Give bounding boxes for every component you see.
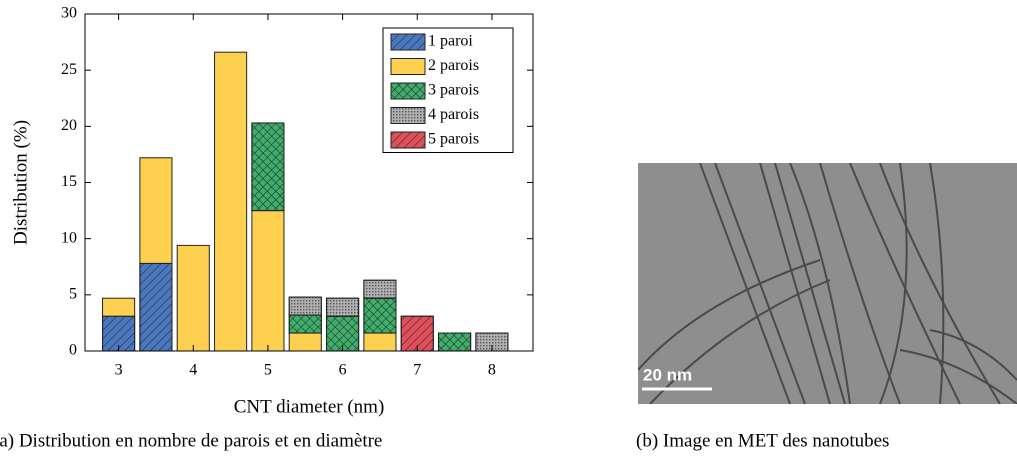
legend-label: 2 parois (428, 57, 479, 74)
bar-hatch (363, 297, 397, 334)
y-tick-label: 5 (69, 286, 77, 303)
bar (139, 157, 173, 264)
legend-swatch (390, 58, 426, 75)
bar (102, 297, 136, 317)
caption-a: (a) Distribution en nombre de parois et … (0, 430, 382, 451)
bar (176, 244, 210, 352)
bar-hatch (363, 279, 397, 299)
x-tick-label: 4 (189, 362, 197, 379)
bar (363, 332, 397, 352)
x-tick-label: 5 (264, 362, 272, 379)
legend-swatch-hatch (390, 131, 426, 149)
legend-label: 3 parois (428, 82, 479, 99)
scale-bar-label: 20 nm (643, 365, 692, 384)
legend-swatch-hatch (390, 82, 426, 100)
chart: 0 5 10 15 20 25 30 3 4 5 6 7 8 CNT diameter (nm) Distr… (10, 5, 534, 417)
x-axis-label: CNT diameter (nm) (234, 396, 385, 417)
bar-hatch (288, 314, 322, 334)
y-axis-label: Distribution (%) (10, 120, 31, 245)
legend-label: 1 paroi (428, 33, 473, 50)
bar (214, 51, 248, 352)
y-tick-label: 0 (69, 342, 77, 359)
bar (251, 210, 285, 352)
y-tick-label: 10 (61, 229, 77, 246)
bar-hatch (288, 296, 322, 316)
x-tick-label: 3 (115, 362, 123, 379)
bar-hatch (438, 332, 472, 352)
tem-image: 20 nm (638, 163, 1017, 404)
bar (288, 332, 322, 352)
legend-label: 5 parois (428, 131, 479, 148)
legend-swatch-hatch (390, 107, 426, 124)
x-tick-label: 6 (339, 362, 347, 379)
x-tick-label: 8 (488, 362, 496, 379)
legend-label: 4 parois (428, 106, 479, 123)
bar-hatch (326, 297, 360, 317)
y-tick-label: 25 (61, 61, 77, 78)
bar-hatch (139, 262, 173, 352)
y-tick-label: 30 (61, 5, 77, 22)
legend-swatch-hatch (390, 33, 426, 51)
y-tick-label: 15 (61, 173, 77, 190)
x-tick-label: 7 (413, 362, 421, 379)
caption-b: (b) Image en MET des nanotubes (636, 430, 889, 451)
y-tick-label: 20 (61, 117, 77, 134)
bar-hatch (251, 122, 285, 212)
